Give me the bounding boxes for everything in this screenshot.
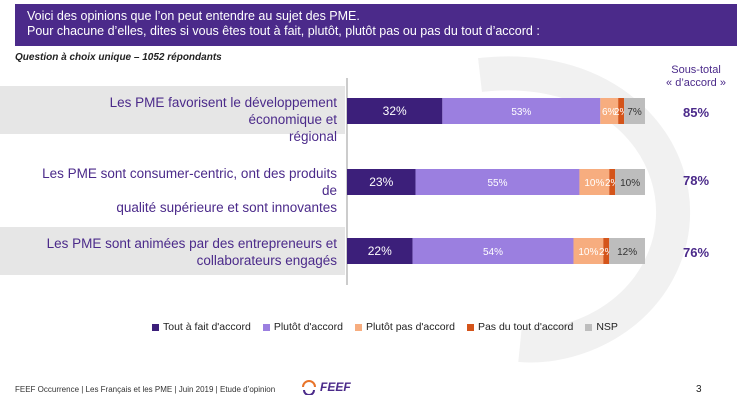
- bar-label-r1-s3: 6%: [602, 107, 617, 118]
- legend-item-4: Pas du tout d'accord: [466, 321, 574, 333]
- row-label-3-line-2: collaborateurs engagés: [196, 253, 337, 268]
- legend-label-4: Pas du tout d'accord: [477, 321, 574, 333]
- row-label-1-line-2: régional: [288, 129, 337, 144]
- row-subtotal-1: 85%: [682, 105, 710, 120]
- footer-text: FEEF Occurrence | Les Français et les PM…: [15, 385, 276, 394]
- bar-label-r3-s4: 2%: [599, 247, 614, 258]
- bar-segment-r1-s5: [624, 98, 645, 124]
- legend-item-3: Plutôt pas d'accord: [354, 321, 455, 333]
- feef-logo-text: FEEF: [320, 380, 351, 394]
- bar-segment-r1-s4: [618, 98, 625, 124]
- bar-segment-r1-s2: [442, 98, 601, 124]
- bar-segment-r3-s1: [347, 238, 413, 264]
- bar-label-r3-s2: 54%: [483, 247, 503, 258]
- legend-label-3: Plutôt pas d'accord: [365, 321, 455, 333]
- bar-segment-r2-s5: [615, 169, 645, 195]
- row-label-2: Les PME sont consumer-centric, ont des p…: [37, 165, 337, 216]
- chart-legend: Tout à fait d'accord Plutôt d'accord Plu…: [152, 321, 618, 333]
- bar-label-r2-s5: 10%: [620, 178, 640, 189]
- bar-label-r2-s2: 55%: [487, 178, 507, 189]
- row-label-1-line-1: Les PME favorisent le développement écon…: [109, 95, 337, 127]
- legend-label-1: Tout à fait d'accord: [163, 321, 251, 333]
- bar-segment-r2-s1: [347, 169, 416, 195]
- row-label-2-line-1: Les PME sont consumer-centric, ont des p…: [42, 166, 337, 198]
- subtotal-header: Sous-total « d’accord »: [660, 64, 732, 90]
- feef-logo: FEEF: [301, 379, 351, 395]
- row-label-3: Les PME sont animées par des entrepreneu…: [37, 235, 337, 269]
- subtotal-header-line-1: Sous-total: [671, 64, 721, 76]
- bar-label-r2-s1: 23%: [369, 175, 393, 189]
- legend-swatch-5: [585, 323, 593, 331]
- legend-label-2: Plutôt d'accord: [273, 321, 343, 333]
- legend-swatch-4: [466, 323, 474, 331]
- legend-item-5: NSP: [585, 321, 618, 333]
- row-subtotal-3: 76%: [682, 245, 710, 260]
- legend-item-2: Plutôt d'accord: [262, 321, 343, 333]
- question-subnote: Question à choix unique – 1052 répondant…: [15, 52, 222, 63]
- question-line-1: Voici des opinions que l’on peut entendr…: [27, 9, 360, 23]
- bar-segment-r2-s3: [579, 169, 610, 195]
- bar-label-r3-s1: 22%: [368, 244, 392, 258]
- bar-label-r1-s4: 2%: [614, 107, 629, 118]
- legend-label-5: NSP: [596, 321, 618, 333]
- bar-label-r3-s5: 12%: [617, 247, 637, 258]
- bar-segment-r2-s2: [415, 169, 580, 195]
- bar-segment-r3-s4: [603, 238, 610, 264]
- question-line-2: Pour chacune d’elles, dites si vous êtes…: [27, 24, 540, 38]
- bar-segment-r3-s2: [412, 238, 574, 264]
- legend-swatch-1: [152, 323, 159, 331]
- bar-segment-r2-s4: [609, 169, 616, 195]
- bar-segment-r3-s5: [609, 238, 645, 264]
- page-number: 3: [696, 384, 702, 395]
- row-band-1: [0, 86, 345, 134]
- bar-segment-r3-s3: [573, 238, 604, 264]
- bar-label-r2-s4: 2%: [605, 178, 620, 189]
- bar-segment-r1-s3: [600, 98, 619, 124]
- legend-item-1: Tout à fait d'accord: [152, 321, 251, 333]
- bar-segment-r1-s1: [347, 98, 443, 124]
- feef-logo-icon: [302, 380, 316, 395]
- row-label-3-line-1: Les PME sont animées par des entrepreneu…: [46, 236, 337, 251]
- legend-swatch-2: [262, 323, 270, 331]
- row-label-2-line-2: qualité supérieure et sont innovantes: [116, 200, 337, 215]
- row-label-1: Les PME favorisent le développement écon…: [37, 94, 337, 145]
- row-band-3: [0, 227, 345, 275]
- question-header: Voici des opinions que l’on peut entendr…: [15, 4, 737, 46]
- bar-label-r3-s3: 10%: [578, 247, 598, 258]
- bar-label-r1-s2: 53%: [511, 107, 531, 118]
- row-subtotal-2: 78%: [682, 173, 710, 188]
- bar-label-r1-s5: 7%: [627, 107, 642, 118]
- bar-label-r1-s1: 32%: [383, 104, 407, 118]
- bar-label-r2-s3: 10%: [584, 178, 604, 189]
- legend-swatch-3: [354, 323, 362, 331]
- subtotal-header-line-2: « d’accord »: [666, 77, 726, 89]
